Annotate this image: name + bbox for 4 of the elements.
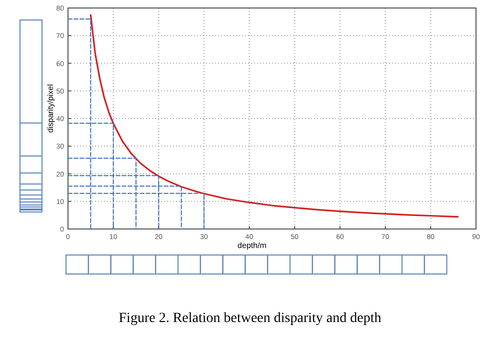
caption: Figure 2. Relation between disparity and depth	[118, 311, 382, 326]
x-axis-title: depth/m	[238, 241, 267, 250]
line-series	[90, 14, 459, 218]
y-axis-title: disparity/pixel	[46, 84, 55, 133]
